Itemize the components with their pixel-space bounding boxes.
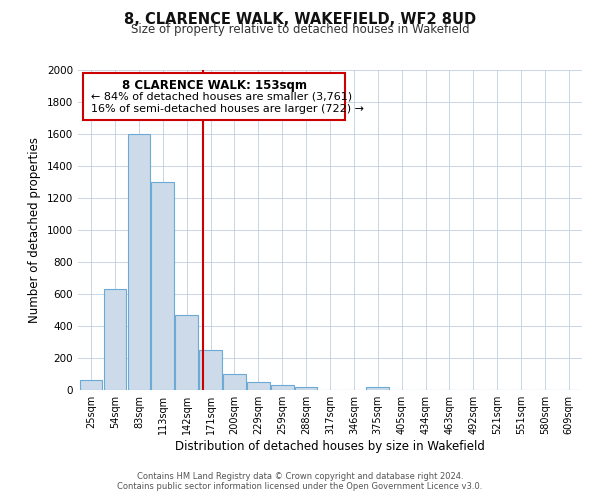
Bar (104, 289, 127, 390)
Text: Contains HM Land Registry data © Crown copyright and database right 2024.: Contains HM Land Registry data © Crown c… (137, 472, 463, 481)
Bar (80, 380, 103, 390)
Bar (175, 315, 198, 390)
Text: 8, CLARENCE WALK, WAKEFIELD, WF2 8UD: 8, CLARENCE WALK, WAKEFIELD, WF2 8UD (124, 12, 476, 28)
Bar (151, 182, 174, 390)
Bar (247, 382, 269, 390)
X-axis label: Distribution of detached houses by size in Wakefield: Distribution of detached houses by size … (175, 440, 485, 453)
Text: Contains public sector information licensed under the Open Government Licence v3: Contains public sector information licen… (118, 482, 482, 491)
Bar (223, 374, 246, 390)
Y-axis label: Number of detached properties: Number of detached properties (28, 137, 41, 323)
Bar (199, 350, 222, 390)
FancyBboxPatch shape (83, 73, 345, 120)
Bar (128, 134, 150, 390)
Bar (295, 387, 317, 390)
Text: 8 CLARENCE WALK: 153sqm: 8 CLARENCE WALK: 153sqm (122, 79, 307, 92)
Text: Size of property relative to detached houses in Wakefield: Size of property relative to detached ho… (131, 22, 469, 36)
Bar (367, 387, 389, 390)
Text: 16% of semi-detached houses are larger (722) →: 16% of semi-detached houses are larger (… (91, 104, 364, 114)
Bar (271, 385, 293, 390)
Text: ← 84% of detached houses are smaller (3,761): ← 84% of detached houses are smaller (3,… (91, 92, 352, 102)
